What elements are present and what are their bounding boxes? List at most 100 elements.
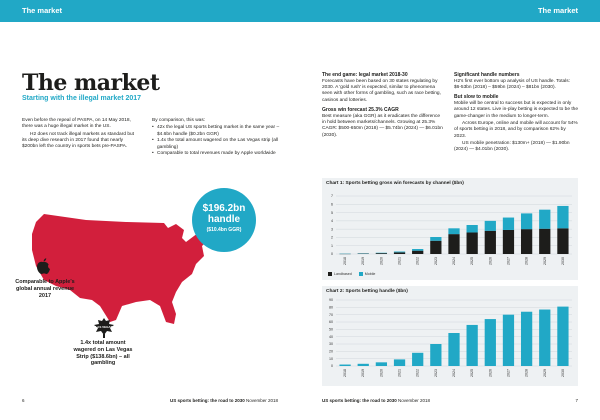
page-title: The market <box>22 70 160 96</box>
comparison-item: Comparable to total revenues made by App… <box>152 151 280 158</box>
comparison-item: 1.4x the total amount wagered on the Las… <box>152 138 280 151</box>
bar <box>357 363 369 366</box>
section-text: Best measure (aka GGR) as it eradicates … <box>322 113 443 138</box>
y-tick-label: 60 <box>329 320 333 324</box>
bar <box>375 253 388 254</box>
comparison-column: By comparison, this was: 42x the legal U… <box>152 118 280 158</box>
legend-swatch <box>358 272 363 277</box>
us-map-shape <box>32 214 214 324</box>
x-tick-label: 2022 <box>416 257 420 265</box>
legend-mobile: Mobile <box>358 272 375 277</box>
section-heading: But slow to mobile <box>454 94 499 101</box>
right-page: The market The end game: legal market 20… <box>300 0 600 420</box>
y-tick-label: 0 <box>331 364 333 368</box>
y-tick-label: 20 <box>329 350 333 354</box>
section-text: Forecasts have been based on 30 states r… <box>322 78 441 103</box>
bar <box>430 240 442 254</box>
y-tick-label: 80 <box>329 306 333 310</box>
intro-paragraph-2: H2 does not track illegal markets as sta… <box>22 131 134 150</box>
bar <box>557 306 569 366</box>
x-tick-label: 2030 <box>561 257 565 265</box>
legend-landbased: Landbased <box>328 272 352 277</box>
section-heading: Significant handle numbers <box>454 72 520 78</box>
bar <box>466 324 478 366</box>
x-tick-label: 2019 <box>361 257 365 265</box>
x-tick-label: 2025 <box>470 257 474 265</box>
intro-paragraph: Even before the repeal of PASPA, on 14 M… <box>22 118 131 130</box>
bar <box>393 252 406 254</box>
handle-bubble: $196.2bn handle ($10.4bn GGR) <box>192 188 256 252</box>
bar <box>448 333 460 366</box>
section-text: Across Europe, online and mobile will ac… <box>454 121 578 139</box>
apple-caption: Comparable to Apple's global annual reve… <box>15 279 75 299</box>
x-tick-label: 2021 <box>398 369 402 377</box>
left-footer-date: November 2018 <box>246 398 279 403</box>
x-tick-label: 2025 <box>470 369 474 377</box>
x-tick-label: 2018 <box>343 369 347 377</box>
bar <box>393 359 406 366</box>
section-text: US mobile penetration: $130m+ (2018) — $… <box>454 140 570 153</box>
left-header-bar: The market <box>0 0 300 22</box>
x-tick-label: 2023 <box>434 257 438 265</box>
chart-1: 0 1 2 3 4 5 6 7 2018 2019 2020 2021 2022 2023 2024 2025… <box>322 178 578 280</box>
y-tick-label: 2 <box>331 236 333 240</box>
y-tick-label: 3 <box>331 227 333 231</box>
section-text: Mobile will be central to success but is… <box>454 101 579 119</box>
section-heading: The end game: legal market 2018-30 <box>322 72 408 78</box>
legend-swatch <box>328 272 332 277</box>
x-tick-label: 2020 <box>379 369 383 377</box>
bar <box>412 352 424 366</box>
left-footer-title: US sports betting: the road to 2030 <box>170 398 245 403</box>
handle-label: handle <box>207 214 241 225</box>
bar <box>539 309 551 366</box>
handle-amount: $196.2bn <box>202 203 246 214</box>
y-tick-label: 10 <box>329 357 333 361</box>
y-tick-label: 7 <box>331 194 333 198</box>
page-subtitle: Starting with the illegal market 2017 <box>22 95 142 102</box>
y-tick-label: 40 <box>329 335 333 339</box>
left-page-number: 6 <box>22 398 25 403</box>
bar <box>466 225 478 233</box>
bar <box>412 250 424 254</box>
section-heading: Gross win forecast 25.3% CAGR <box>322 106 399 113</box>
right-footer-title: US sports betting: the road to 2030 <box>322 398 397 403</box>
comparison-list: 42x the legal US sports betting market i… <box>152 125 280 158</box>
x-tick-label: 2024 <box>452 257 456 265</box>
us-map <box>32 214 214 324</box>
bar <box>375 362 388 366</box>
left-footer: US sports betting: the road to 2030 Nove… <box>170 398 278 403</box>
bar <box>448 228 460 235</box>
right-column-1: The end game: legal market 2018-30 Forec… <box>322 72 444 140</box>
right-footer: US sports betting: the road to 2030 Nove… <box>322 398 430 403</box>
bar <box>484 220 496 231</box>
chart-2-title: Chart 2: Sports betting handle ($bn) <box>326 289 408 294</box>
chart-1-legend: Landbased Mobile <box>328 272 381 277</box>
las-vegas-sign-icon: LAS VEGAS <box>94 318 114 338</box>
x-tick-label: 2028 <box>525 257 529 265</box>
intro-column: Even before the repeal of PASPA, on 14 M… <box>22 118 134 151</box>
y-tick-label: 70 <box>329 313 333 317</box>
x-tick-label: 2021 <box>398 257 402 265</box>
x-tick-label: 2030 <box>561 369 565 377</box>
bar <box>502 229 515 254</box>
bar <box>484 230 496 254</box>
vegas-sign-text: LAS VEGAS <box>95 325 112 329</box>
x-tick-label: 2027 <box>506 369 510 377</box>
x-tick-label: 2026 <box>488 257 492 265</box>
bar <box>430 237 442 241</box>
chart-2: 0 10 20 30 40 50 60 70 80 90 2018 2019 2020 2021 2022 2… <box>322 286 578 386</box>
bar <box>430 344 442 366</box>
bar <box>520 311 533 366</box>
bar <box>502 314 515 366</box>
x-tick-label: 2027 <box>506 257 510 265</box>
x-tick-label: 2028 <box>525 369 529 377</box>
apple-logo-icon <box>37 258 50 274</box>
x-tick-label: 2023 <box>434 369 438 377</box>
left-header-text: The market <box>22 6 63 15</box>
handle-ggr: ($10.4bn GGR) <box>206 227 242 233</box>
bar <box>539 228 551 254</box>
right-footer-date: November 2018 <box>398 398 431 403</box>
vegas-caption: 1.4x total amount wagered on Las Vegas S… <box>73 340 133 367</box>
section-text: H2's first ever bottom up analysis of US… <box>454 78 571 91</box>
